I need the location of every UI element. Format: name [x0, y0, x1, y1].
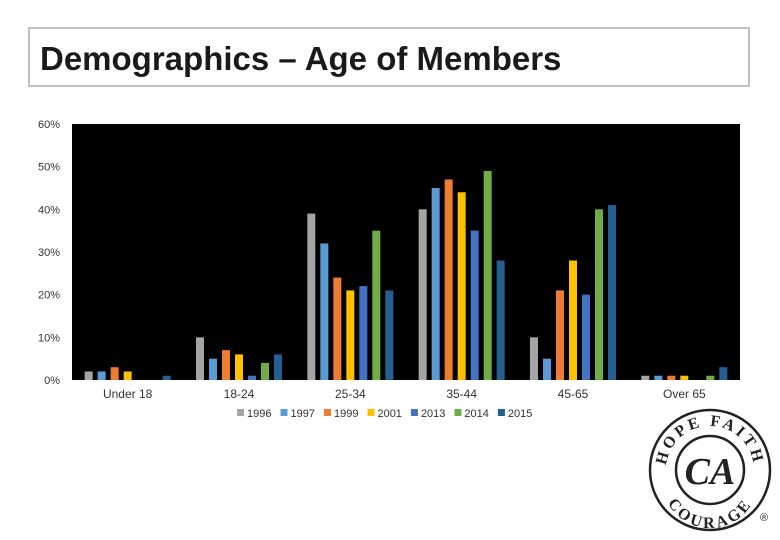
bar-1996-18-24: [196, 337, 204, 380]
bar-1997-35-44: [431, 188, 440, 380]
bar-1999-under-18: [110, 367, 119, 380]
bar-2015-45-65: [608, 205, 616, 380]
bar-2001-under-18: [123, 371, 132, 380]
logo-inner-ring: [674, 434, 746, 506]
y-tick-label: 50%: [38, 162, 60, 174]
legend-label-2015: 2015: [508, 408, 532, 420]
y-tick-label: 0%: [44, 375, 60, 387]
bar-1997-under-18: [97, 371, 106, 380]
legend-swatch-1996: [237, 409, 244, 416]
legend-swatch-2015: [497, 409, 505, 416]
bar-2001-25-34: [346, 290, 355, 380]
y-tick-label: 20%: [38, 290, 60, 302]
bar-1999-18-24: [222, 350, 230, 380]
legend-swatch-2013: [410, 409, 418, 416]
legend-label-2014: 2014: [464, 408, 488, 420]
bar-2013-45-65: [582, 294, 590, 380]
bar-2014-25-34: [372, 230, 381, 380]
legend-label-2001: 2001: [377, 408, 401, 420]
y-tick-label: 10%: [38, 332, 60, 344]
legend-label-2013: 2013: [421, 408, 445, 420]
bar-1996-25-34: [307, 213, 316, 380]
bar-1999-25-34: [333, 277, 342, 380]
bar-1996-under-18: [84, 371, 93, 380]
registered-mark: ®: [760, 512, 768, 524]
bar-2015-over-65: [719, 367, 728, 380]
x-tick-label: Under 18: [103, 387, 153, 401]
legend-swatch-2001: [367, 409, 375, 416]
bar-2015-18-24: [274, 354, 282, 380]
legend-swatch-1997: [280, 409, 288, 416]
y-tick-label: 40%: [38, 204, 60, 216]
hope-faith-courage-logo: HOPE FAITH COURAGE CA ®: [648, 408, 772, 532]
bar-2001-18-24: [235, 354, 243, 380]
x-tick-label: 35-44: [446, 387, 477, 401]
bar-2014-35-44: [483, 170, 492, 380]
bar-1996-45-65: [530, 337, 538, 380]
bar-1999-45-65: [556, 290, 564, 380]
bar-1997-18-24: [209, 358, 217, 380]
x-tick-label: 25-34: [335, 387, 366, 401]
bar-1997-25-34: [320, 243, 329, 380]
logo-initials: CA: [685, 451, 736, 493]
y-tick-label: 30%: [38, 247, 60, 259]
legend-label-1997: 1997: [290, 408, 314, 420]
bar-2015-35-44: [496, 260, 505, 380]
legend-label-1999: 1999: [334, 408, 358, 420]
bar-2014-18-24: [261, 362, 269, 380]
bar-2015-25-34: [385, 290, 394, 380]
legend-swatch-1999: [323, 409, 331, 416]
bar-1997-45-65: [543, 358, 551, 380]
x-tick-label: 18-24: [224, 387, 255, 401]
x-tick-label: Over 65: [663, 387, 706, 401]
bar-1999-35-44: [444, 179, 453, 380]
bar-1999-over-65: [667, 375, 676, 380]
bar-2013-18-24: [248, 375, 256, 380]
bar-1996-over-65: [641, 375, 650, 380]
bar-2014-over-65: [706, 375, 715, 380]
title-box: Demographics – Age of Members: [28, 27, 750, 87]
legend-label-1996: 1996: [247, 408, 271, 420]
bar-2013-35-44: [470, 230, 479, 380]
bar-2001-45-65: [569, 260, 577, 380]
bar-2013-25-34: [359, 286, 368, 380]
slide-title: Demographics – Age of Members: [40, 40, 562, 77]
bar-2001-over-65: [680, 375, 689, 380]
bar-1996-35-44: [418, 209, 427, 380]
x-tick-label: 45-65: [558, 387, 589, 401]
bar-2014-45-65: [595, 209, 603, 380]
bar-2001-35-44: [457, 192, 466, 380]
bar-1997-over-65: [654, 375, 663, 380]
y-tick-label: 60%: [38, 119, 60, 131]
plot-area: [72, 124, 740, 380]
bar-2015-under-18: [162, 375, 171, 380]
legend-swatch-2014: [454, 409, 462, 416]
